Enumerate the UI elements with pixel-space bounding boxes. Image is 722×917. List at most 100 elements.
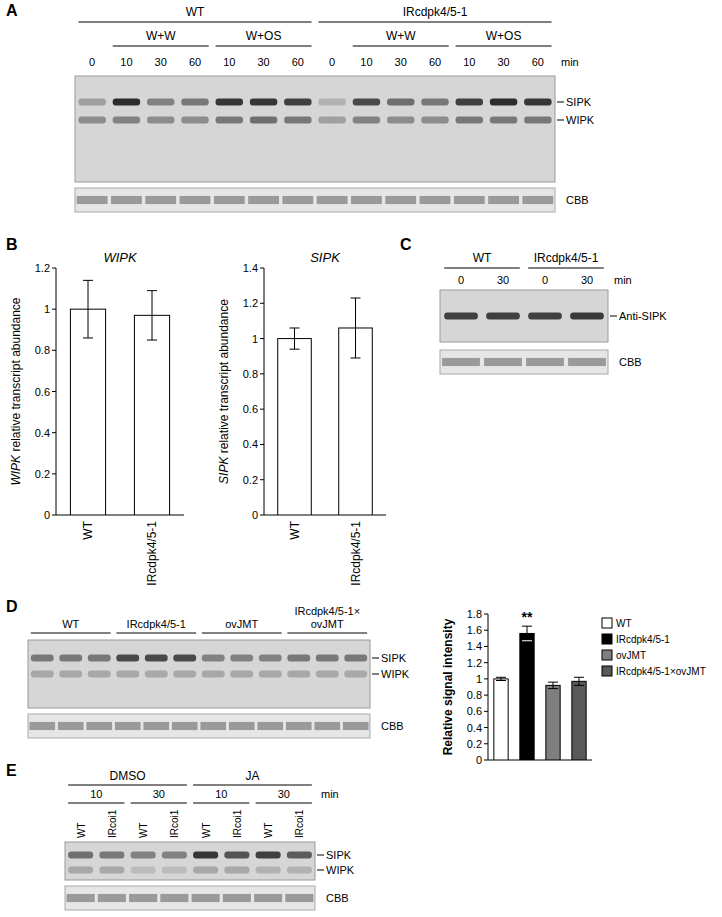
cbb-gel	[65, 886, 315, 910]
band	[250, 99, 277, 106]
y-tick	[260, 373, 264, 374]
cbb-gel	[440, 350, 608, 374]
y-tick-label: 0.4	[243, 438, 258, 450]
band-label: WIPK	[381, 668, 410, 680]
y-tick-label: 1	[252, 333, 258, 345]
cbb-band	[172, 722, 198, 730]
header-line	[31, 633, 111, 634]
chart-title: SIPK	[310, 250, 341, 265]
y-tick-label: 1.2	[467, 657, 482, 669]
loading-label: CBB	[326, 892, 349, 904]
y-axis-label: Relative signal intensity	[441, 618, 455, 755]
time-label: 10	[120, 56, 132, 68]
cbb-band	[351, 196, 382, 204]
cbb-band	[568, 358, 606, 366]
band	[145, 671, 168, 678]
time-label: 0	[329, 56, 335, 68]
y-tick-label: 1.8	[467, 608, 482, 620]
cbb-band	[29, 722, 55, 730]
y-axis-label: WIPK relative transcript abundance	[9, 297, 23, 485]
cbb-gel	[75, 188, 555, 212]
error-bar	[351, 298, 361, 358]
header-line	[528, 268, 604, 269]
band	[421, 117, 448, 124]
band	[316, 655, 339, 662]
plot-area	[494, 626, 586, 760]
band	[131, 867, 156, 874]
band	[113, 117, 140, 124]
lane-label: WT	[263, 822, 274, 838]
header-line	[193, 785, 312, 786]
lane-label: WT	[138, 822, 149, 838]
y-tick	[484, 614, 488, 615]
y-tick-label: 0.6	[467, 705, 482, 717]
time-label: 30	[581, 274, 593, 286]
band	[193, 867, 218, 874]
time-label: 10	[90, 788, 102, 800]
error-bar	[548, 682, 558, 688]
error-bar	[147, 291, 157, 340]
legend-label: IRcdpk4/5-1×ovJMT	[616, 666, 706, 677]
band	[570, 313, 604, 320]
y-tick	[260, 444, 264, 445]
cbb-band	[98, 894, 126, 902]
bar	[494, 679, 508, 760]
band-dash	[557, 102, 564, 103]
y-tick	[484, 695, 488, 696]
loading-label: CBB	[381, 720, 404, 732]
band-label: WIPK	[326, 864, 355, 876]
cbb-band	[420, 196, 451, 204]
band-dash	[317, 855, 324, 856]
time-label: 0	[542, 274, 548, 286]
genotype-header: IRcdpk4/5-1×ovJMT	[294, 605, 360, 630]
cbb-band	[257, 722, 283, 730]
cbb-gel	[28, 714, 370, 738]
y-tick-label: 0.2	[243, 474, 258, 486]
y-tick-label: 0.4	[35, 427, 50, 439]
y-tick	[52, 391, 56, 392]
band-dash	[557, 120, 564, 121]
header-line	[68, 803, 124, 804]
y-tick	[52, 473, 56, 474]
cbb-band	[522, 196, 553, 204]
cbb-band	[143, 722, 169, 730]
error-bar	[574, 677, 584, 685]
lane-label: IRcoi1	[169, 809, 180, 838]
band-label: WIPK	[566, 114, 595, 126]
band	[256, 867, 281, 874]
time-label: 60	[429, 56, 441, 68]
x-tick-label: IRcdpk4/5-1	[349, 521, 363, 586]
band-label: Anti-SIPK	[619, 310, 667, 322]
header-line	[287, 633, 367, 634]
blot	[75, 76, 555, 182]
treatment-header: W+OS	[486, 29, 522, 43]
chart-title: WIPK	[103, 250, 138, 265]
time-label: 60	[292, 56, 304, 68]
band	[116, 671, 139, 678]
band-label: SIPK	[381, 652, 407, 664]
band	[287, 671, 310, 678]
genotype-header: WT	[473, 251, 492, 265]
y-tick	[260, 409, 264, 410]
time-label: 60	[532, 56, 544, 68]
header-line	[456, 46, 552, 47]
time-label: 60	[189, 56, 201, 68]
band	[318, 117, 345, 124]
y-tick-label: 1	[44, 303, 50, 315]
time-label: 30	[153, 788, 165, 800]
band	[145, 655, 168, 662]
y-axis	[488, 614, 489, 760]
lane-label: WT	[76, 822, 87, 838]
y-tick	[52, 515, 56, 516]
header-line	[68, 785, 187, 786]
panel-label: B	[6, 236, 18, 253]
legend-label: IRcdpk4/5-1	[616, 634, 670, 645]
band	[88, 671, 111, 678]
cbb-band	[214, 196, 245, 204]
treatment-header: JA	[245, 769, 259, 783]
header-line	[216, 46, 312, 47]
band-label: SIPK	[566, 96, 592, 108]
band	[284, 117, 311, 124]
cbb-band	[229, 722, 255, 730]
header-line	[116, 633, 196, 634]
